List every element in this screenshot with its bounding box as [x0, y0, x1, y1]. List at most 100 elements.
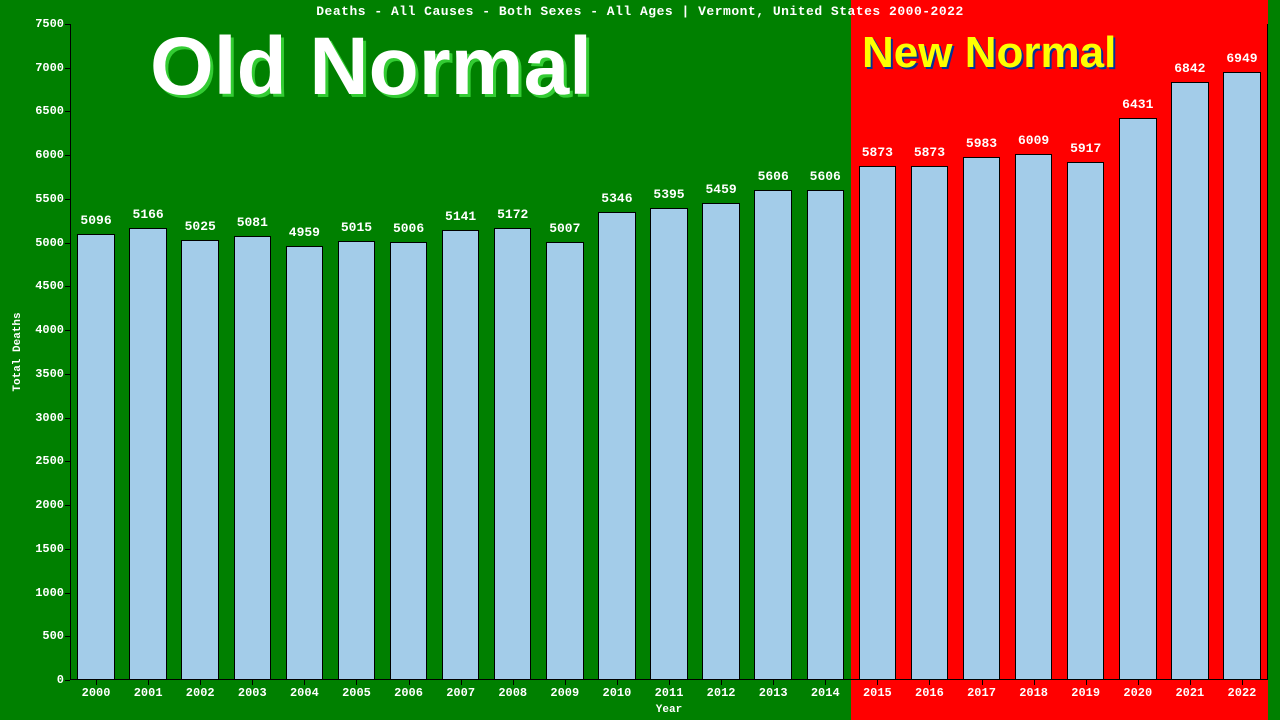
y-axis-label: Total Deaths	[12, 312, 24, 391]
y-tick-label: 0	[57, 673, 64, 687]
bar	[807, 190, 845, 680]
x-tick-label: 2013	[759, 686, 788, 700]
bar-value-label: 5166	[133, 207, 164, 222]
bar	[911, 166, 949, 680]
y-tick-label: 2500	[35, 454, 64, 468]
y-tick-label: 4500	[35, 279, 64, 293]
x-tick-mark	[982, 680, 983, 685]
bar-value-label: 5459	[705, 182, 736, 197]
y-tick-mark	[65, 68, 70, 69]
bar	[546, 242, 584, 680]
bar-value-label: 5606	[810, 169, 841, 184]
x-tick-label: 2022	[1228, 686, 1257, 700]
x-tick-mark	[1242, 680, 1243, 685]
bar-value-label: 5015	[341, 220, 372, 235]
y-tick-mark	[65, 461, 70, 462]
bar	[129, 228, 167, 680]
axis-line	[1267, 24, 1268, 680]
bar	[598, 212, 636, 680]
y-tick-label: 2000	[35, 498, 64, 512]
y-tick-label: 5000	[35, 236, 64, 250]
x-tick-label: 2015	[863, 686, 892, 700]
x-tick-mark	[1138, 680, 1139, 685]
bar-value-label: 6009	[1018, 133, 1049, 148]
y-tick-label: 7000	[35, 61, 64, 75]
bar-value-label: 5873	[862, 145, 893, 160]
bar	[286, 246, 324, 680]
bar-value-label: 5172	[497, 207, 528, 222]
x-tick-label: 2007	[446, 686, 475, 700]
bar	[181, 240, 219, 680]
x-tick-mark	[513, 680, 514, 685]
bar-value-label: 6842	[1174, 61, 1205, 76]
bar-value-label: 4959	[289, 225, 320, 240]
x-tick-mark	[461, 680, 462, 685]
x-tick-label: 2001	[134, 686, 163, 700]
x-tick-mark	[409, 680, 410, 685]
x-tick-label: 2021	[1175, 686, 1204, 700]
x-tick-mark	[565, 680, 566, 685]
x-tick-mark	[1086, 680, 1087, 685]
y-tick-mark	[65, 286, 70, 287]
x-tick-mark	[1190, 680, 1191, 685]
y-tick-mark	[65, 549, 70, 550]
y-tick-mark	[65, 374, 70, 375]
x-tick-label: 2017	[967, 686, 996, 700]
x-tick-mark	[1034, 680, 1035, 685]
x-tick-label: 2020	[1123, 686, 1152, 700]
x-tick-mark	[356, 680, 357, 685]
x-tick-label: 2009	[550, 686, 579, 700]
x-tick-label: 2011	[655, 686, 684, 700]
y-tick-mark	[65, 680, 70, 681]
y-tick-label: 1500	[35, 542, 64, 556]
x-tick-label: 2002	[186, 686, 215, 700]
x-tick-label: 2014	[811, 686, 840, 700]
bar	[1015, 154, 1053, 680]
background-right-margin	[1268, 0, 1280, 720]
bar	[650, 208, 688, 680]
y-tick-label: 6000	[35, 148, 64, 162]
y-tick-mark	[65, 330, 70, 331]
x-tick-mark	[929, 680, 930, 685]
bar	[754, 190, 792, 680]
axis-line	[70, 24, 71, 680]
chart-title: Deaths - All Causes - Both Sexes - All A…	[0, 4, 1280, 19]
x-tick-mark	[617, 680, 618, 685]
y-tick-label: 3000	[35, 411, 64, 425]
x-tick-mark	[96, 680, 97, 685]
bar-value-label: 5096	[80, 213, 111, 228]
x-tick-mark	[200, 680, 201, 685]
x-tick-label: 2005	[342, 686, 371, 700]
bar	[1119, 118, 1157, 680]
bar-value-label: 5873	[914, 145, 945, 160]
annotation-text: New Normal	[862, 28, 1116, 78]
bar-value-label: 5006	[393, 221, 424, 236]
x-tick-mark	[669, 680, 670, 685]
x-tick-label: 2008	[498, 686, 527, 700]
annotation-text: Old Normal	[150, 20, 592, 114]
x-tick-mark	[773, 680, 774, 685]
bar	[390, 242, 428, 680]
y-tick-label: 6500	[35, 104, 64, 118]
bar-value-label: 5346	[601, 191, 632, 206]
y-tick-mark	[65, 636, 70, 637]
x-axis-label: Year	[656, 704, 682, 716]
y-tick-mark	[65, 199, 70, 200]
y-tick-label: 500	[42, 629, 64, 643]
bar	[1223, 72, 1261, 680]
x-tick-label: 2018	[1019, 686, 1048, 700]
x-tick-mark	[877, 680, 878, 685]
x-tick-mark	[825, 680, 826, 685]
x-tick-mark	[721, 680, 722, 685]
plot-area: 0500100015002000250030003500400045005000…	[70, 24, 1268, 680]
bar-value-label: 6431	[1122, 97, 1153, 112]
y-tick-mark	[65, 155, 70, 156]
y-tick-mark	[65, 243, 70, 244]
x-tick-label: 2006	[394, 686, 423, 700]
bar-value-label: 5983	[966, 136, 997, 151]
bar-value-label: 5025	[185, 219, 216, 234]
bar	[702, 203, 740, 680]
bar-value-label: 5917	[1070, 141, 1101, 156]
y-tick-mark	[65, 111, 70, 112]
bar	[234, 236, 272, 680]
